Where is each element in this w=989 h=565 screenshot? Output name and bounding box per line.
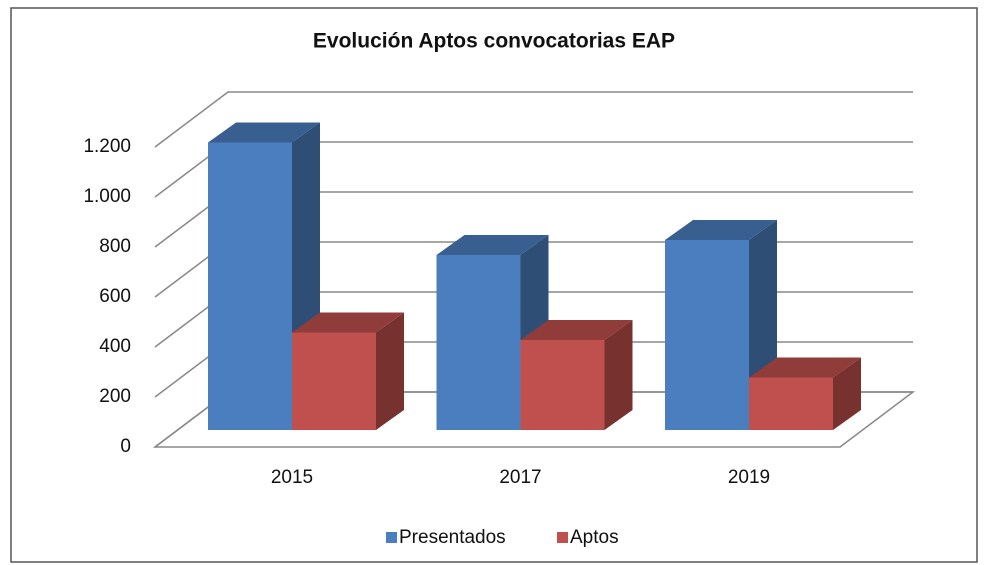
y-tick-label: 1.000 — [83, 186, 131, 207]
y-tick-label: 200 — [99, 386, 131, 407]
bar-side — [376, 312, 404, 430]
grid-line — [154, 91, 913, 148]
y-tick-label: 400 — [99, 336, 131, 357]
legend-swatch — [386, 532, 397, 543]
bar — [520, 340, 605, 430]
y-tick-label: 800 — [99, 236, 131, 257]
bar-top — [665, 220, 777, 240]
bar-top — [749, 357, 861, 378]
bar — [292, 332, 376, 430]
legend-label: Presentados — [399, 527, 506, 548]
bar-side — [604, 320, 633, 430]
y-tick-label: 1.200 — [83, 136, 131, 157]
y-tick-label: 600 — [99, 286, 131, 307]
legend-label: Aptos — [570, 527, 619, 548]
bar — [208, 142, 292, 430]
x-tick-label: 2017 — [499, 467, 541, 488]
bar — [436, 255, 521, 430]
x-tick-label: 2019 — [728, 467, 770, 488]
bar-side — [833, 357, 861, 430]
y-tick-label: 0 — [120, 436, 131, 457]
bar-top — [208, 122, 320, 143]
x-tick-label: 2015 — [271, 467, 313, 488]
legend-swatch — [557, 532, 568, 543]
bar — [749, 377, 833, 430]
chart-title: Evolución Aptos convocatorias EAP — [313, 30, 675, 53]
bar-top — [292, 312, 404, 333]
bar-top — [520, 320, 633, 340]
bar-top — [436, 235, 549, 255]
bar — [665, 240, 749, 430]
